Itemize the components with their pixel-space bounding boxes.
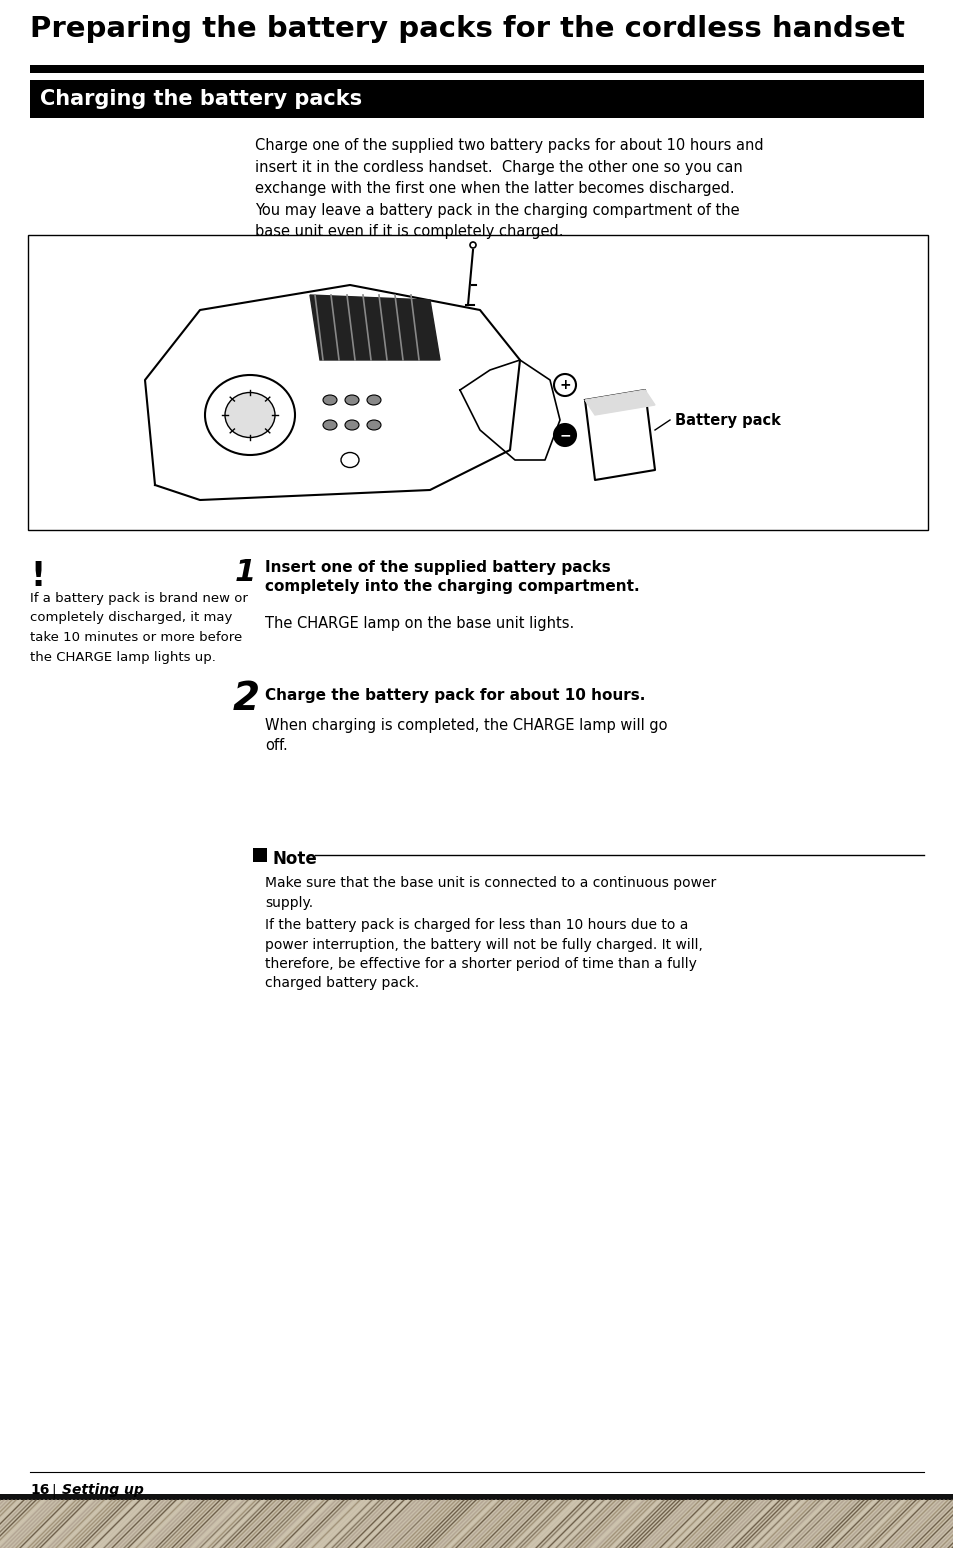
Ellipse shape	[470, 241, 476, 248]
Ellipse shape	[205, 375, 294, 455]
Ellipse shape	[225, 393, 274, 438]
Ellipse shape	[554, 424, 576, 446]
Bar	[30, 80, 923, 118]
Text: Preparing the battery packs for the cordless handset: Preparing the battery packs for the cord…	[30, 15, 904, 43]
Bar	[30, 65, 923, 73]
Text: Note: Note	[273, 850, 317, 868]
Bar	[28, 235, 927, 529]
Text: If the battery pack is charged for less than 10 hours due to a
power interruptio: If the battery pack is charged for less …	[265, 918, 702, 991]
Text: Insert one of the supplied battery packs
completely into the charging compartmen: Insert one of the supplied battery packs…	[265, 560, 639, 594]
Text: !: !	[30, 560, 45, 593]
Text: Battery pack: Battery pack	[675, 412, 781, 427]
Text: When charging is completed, the CHARGE lamp will go
off.: When charging is completed, the CHARGE l…	[265, 718, 667, 754]
Ellipse shape	[340, 452, 358, 467]
Bar	[253, 848, 267, 862]
Polygon shape	[459, 361, 559, 460]
Text: If a battery pack is brand new or
completely discharged, it may
take 10 minutes : If a battery pack is brand new or comple…	[30, 591, 248, 664]
Polygon shape	[584, 390, 655, 415]
Text: −: −	[558, 427, 570, 443]
Ellipse shape	[345, 420, 358, 430]
Text: Setting up: Setting up	[62, 1483, 144, 1497]
Polygon shape	[584, 390, 655, 480]
Bar	[0, 1500, 953, 1548]
Polygon shape	[310, 296, 439, 361]
Text: Charging the battery packs: Charging the battery packs	[40, 88, 362, 108]
Text: 16: 16	[30, 1483, 50, 1497]
Text: Charge one of the supplied two battery packs for about 10 hours and
insert it in: Charge one of the supplied two battery p…	[254, 138, 762, 240]
Text: 1: 1	[234, 557, 256, 587]
Ellipse shape	[367, 395, 380, 406]
Text: +: +	[558, 378, 570, 392]
Text: |: |	[52, 1483, 61, 1497]
Polygon shape	[145, 285, 519, 500]
Text: 2: 2	[233, 680, 260, 718]
Ellipse shape	[323, 420, 336, 430]
Text: Make sure that the base unit is connected to a continuous power
supply.: Make sure that the base unit is connecte…	[265, 876, 716, 910]
Ellipse shape	[367, 420, 380, 430]
Bar	[0, 1494, 953, 1500]
Ellipse shape	[554, 375, 576, 396]
Text: Charge the battery pack for about 10 hours.: Charge the battery pack for about 10 hou…	[265, 687, 644, 703]
Text: The CHARGE lamp on the base unit lights.: The CHARGE lamp on the base unit lights.	[265, 616, 574, 632]
Ellipse shape	[345, 395, 358, 406]
Ellipse shape	[323, 395, 336, 406]
